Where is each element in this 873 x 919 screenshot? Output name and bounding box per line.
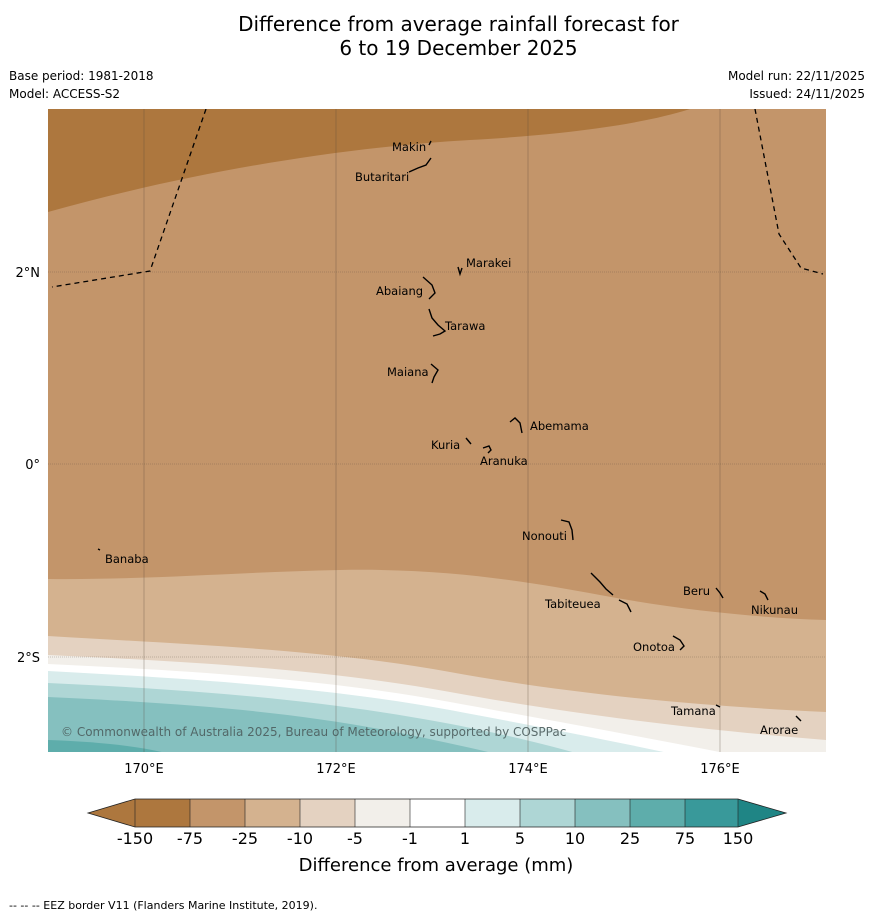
island-abaiang-shape [422, 276, 436, 300]
label-butaritari: Butaritari [355, 170, 409, 184]
tick-9: 10 [565, 829, 585, 848]
tick-1: -150 [117, 829, 153, 848]
label-beru: Beru [683, 584, 710, 598]
label-nikunau: Nikunau [751, 603, 798, 617]
island-nikunau-shape [759, 590, 769, 601]
island-labels: Makin Butaritari Marakei Abaiang Tarawa … [105, 140, 798, 737]
tick-4: -10 [287, 829, 313, 848]
meta-right: Model run: 22/11/2025 Issued: 24/11/2025 [728, 67, 865, 103]
colorbar-segment-5 [355, 799, 410, 827]
island-tarawa-shape [428, 308, 447, 337]
eez-footnote: -- -- -- EEZ border V11 (Flanders Marine… [9, 899, 318, 912]
model-run: Model run: 22/11/2025 [727, 69, 865, 83]
band-25 [48, 740, 162, 752]
lon-label-174e: 174°E [508, 762, 548, 777]
colorbar-high-arrow [738, 799, 786, 827]
island-abemama-shape [509, 417, 523, 434]
island-maiana-shape [430, 363, 439, 384]
colorbar-segment-1 [135, 799, 190, 827]
island-aranuka-shape [482, 445, 492, 454]
tick-5: -5 [347, 829, 363, 848]
label-tamana: Tamana [670, 704, 716, 718]
lon-label-172e: 172°E [316, 762, 356, 777]
label-abemama: Abemama [530, 419, 589, 433]
label-tarawa: Tarawa [444, 319, 485, 333]
lat-axis-labels: 2°N 0° 2°S [16, 266, 41, 666]
island-tabiteuea-shape [590, 572, 632, 613]
label-tabiteuea: Tabiteuea [544, 597, 601, 611]
island-nonouti-shape [560, 519, 574, 541]
island-tamana-shape [715, 704, 721, 708]
island-arorae-shape [795, 715, 802, 722]
title-line-1: Difference from average rainfall forecas… [238, 12, 679, 36]
island-kuria-shape [465, 437, 472, 445]
base-period: Base period: 1981-2018 [9, 69, 154, 83]
colorbar-label: Difference from average (mm) [299, 855, 574, 876]
label-maiana: Maiana [387, 365, 429, 379]
tick-2: -75 [177, 829, 203, 848]
tick-10: 25 [620, 829, 640, 848]
colorbar-low-arrow [88, 799, 135, 827]
tick-12: 150 [723, 829, 754, 848]
island-marakei-shape [457, 266, 463, 277]
colorbar-segment-7 [465, 799, 520, 827]
meta-left: Base period: 1981-2018 Model: ACCESS-S2 [9, 67, 154, 103]
title-line-2: 6 to 19 December 2025 [339, 36, 578, 60]
band-minus150 [48, 109, 690, 212]
colorbar-segment-4 [300, 799, 355, 827]
island-onotoa-shape [672, 635, 685, 651]
island-outlines [97, 140, 802, 722]
label-makin: Makin [392, 140, 426, 154]
map-panel: Makin Butaritari Marakei Abaiang Tarawa … [48, 109, 826, 752]
island-butaritari-shape [408, 157, 432, 173]
band-10 [48, 697, 489, 752]
model-name: Model: ACCESS-S2 [9, 87, 121, 101]
grid-lines [48, 109, 826, 752]
colorbar-segment-2 [190, 799, 245, 827]
label-banaba: Banaba [105, 552, 149, 566]
island-beru-shape [715, 587, 724, 599]
label-marakei: Marakei [466, 256, 511, 270]
copyright-notice: © Commonwealth of Australia 2025, Bureau… [61, 725, 566, 739]
label-nonouti: Nonouti [522, 529, 567, 543]
label-abaiang: Abaiang [376, 284, 423, 298]
lat-label-0: 0° [25, 458, 40, 473]
label-kuria: Kuria [431, 438, 460, 452]
tick-11: 75 [675, 829, 695, 848]
map-title: Difference from average rainfall forecas… [0, 12, 873, 60]
tick-6: -1 [402, 829, 418, 848]
eez-border [51, 109, 824, 288]
colorbar-segment-10 [630, 799, 685, 827]
label-onotoa: Onotoa [633, 640, 675, 654]
lon-axis-labels: 170°E 172°E 174°E 176°E [124, 762, 740, 777]
tick-8: 5 [515, 829, 525, 848]
lat-label-2n: 2°N [16, 266, 41, 281]
island-banaba-shape [97, 548, 101, 551]
colorbar-segment-9 [575, 799, 630, 827]
tick-3: -25 [232, 829, 258, 848]
lon-label-170e: 170°E [124, 762, 164, 777]
island-makin-shape [428, 140, 432, 146]
colorbar-segment-3 [245, 799, 300, 827]
colorbar-segment-11 [685, 799, 738, 827]
colorbar-legend: -150 -75 -25 -10 -5 -1 1 5 10 25 75 150 … [86, 798, 788, 876]
colorbar-segment-6 [410, 799, 465, 827]
label-aranuka: Aranuka [480, 454, 528, 468]
label-arorae: Arorae [760, 723, 798, 737]
colorbar-segment-8 [520, 799, 575, 827]
issued-date: Issued: 24/11/2025 [749, 87, 865, 101]
colorbar-ticks: -150 -75 -25 -10 -5 -1 1 5 10 25 75 150 [117, 829, 753, 848]
lon-label-176e: 176°E [700, 762, 740, 777]
tick-7: 1 [460, 829, 470, 848]
lat-label-2s: 2°S [17, 651, 40, 666]
